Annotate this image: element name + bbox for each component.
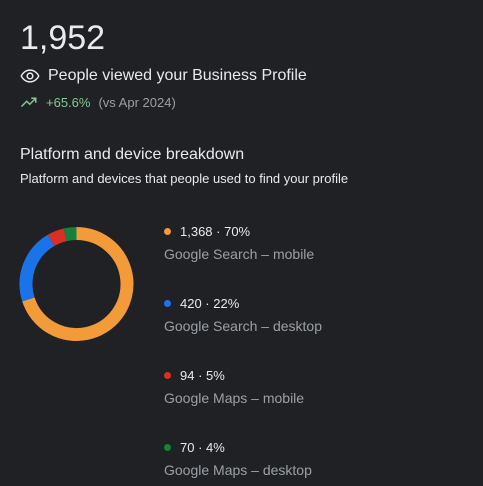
trend-comparison: (vs Apr 2024) bbox=[98, 94, 176, 110]
donut-slice-maps-desktop bbox=[63, 227, 77, 242]
legend-label: Google Search – desktop bbox=[164, 318, 322, 334]
legend-label: Google Maps – desktop bbox=[164, 462, 312, 478]
breakdown-title: Platform and device breakdown bbox=[20, 146, 245, 163]
legend-dot bbox=[164, 299, 171, 307]
legend-value: 94 · 5% bbox=[180, 367, 225, 383]
legend-item-search-desktop: 420 · 22% Google Search – desktop bbox=[164, 294, 464, 334]
donut-slice-search-mobile bbox=[22, 227, 134, 341]
legend-label: Google Search – mobile bbox=[164, 246, 315, 262]
trending-up-icon bbox=[20, 97, 37, 108]
breakdown-subtitle: Platform and devices that people used to… bbox=[20, 171, 349, 186]
views-label: People viewed your Business Profile bbox=[48, 67, 307, 84]
donut-slice-search-desktop bbox=[19, 234, 55, 302]
donut-slice-maps-mobile bbox=[47, 228, 67, 247]
platform-donut-chart bbox=[19, 227, 134, 341]
legend-item-maps-mobile: 94 · 5% Google Maps – mobile bbox=[164, 366, 464, 406]
trend-percentage: +65.6% bbox=[46, 94, 91, 110]
total-views-count: 1,952 bbox=[20, 19, 106, 57]
legend-value: 1,368 · 70% bbox=[180, 223, 251, 239]
legend-dot bbox=[164, 371, 171, 379]
trend-row: +65.6% (vs Apr 2024) bbox=[20, 93, 176, 111]
views-label-row: People viewed your Business Profile bbox=[20, 66, 307, 86]
legend-item-maps-desktop: 70 · 4% Google Maps – desktop bbox=[164, 438, 464, 478]
eye-icon bbox=[20, 69, 40, 83]
legend-label: Google Maps – mobile bbox=[164, 390, 305, 406]
legend-dot bbox=[164, 443, 171, 451]
legend-value: 70 · 4% bbox=[180, 439, 225, 455]
legend-item-search-mobile: 1,368 · 70% Google Search – mobile bbox=[164, 222, 464, 262]
legend-value: 420 · 22% bbox=[180, 295, 240, 311]
legend-dot bbox=[164, 227, 171, 235]
